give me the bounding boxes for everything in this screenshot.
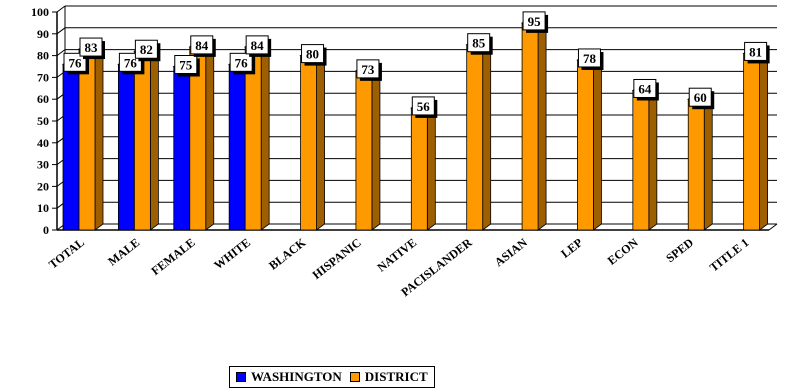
gridline-depth <box>56 27 66 35</box>
data-label: 73 <box>361 62 375 77</box>
bar-side <box>759 46 769 231</box>
data-label-box <box>190 35 214 55</box>
data-label: 78 <box>583 51 597 66</box>
data-label-box <box>134 39 158 59</box>
bar <box>410 107 428 231</box>
bar <box>632 90 650 231</box>
y-tick-label: 20 <box>37 179 49 193</box>
bar <box>62 63 80 231</box>
category-label: SPED <box>663 235 696 265</box>
category-label: FEMALE <box>149 235 198 278</box>
gridline-depth <box>56 5 66 13</box>
legend-item-washington: WASHINGTON <box>236 369 342 385</box>
data-label: 84 <box>251 38 265 53</box>
legend-swatch-district <box>349 372 360 382</box>
category-label: ECON <box>605 235 641 268</box>
data-label-box <box>522 11 546 31</box>
category-label: ASIAN <box>492 235 530 269</box>
data-label-box <box>174 55 198 74</box>
bar <box>133 50 151 231</box>
bar-side <box>371 64 381 231</box>
bar-side <box>316 48 325 231</box>
data-label: 56 <box>417 99 431 114</box>
category-label: BLACK <box>266 235 309 273</box>
bar <box>521 22 539 231</box>
category-label: WHITE <box>211 235 253 272</box>
data-label: 83 <box>85 40 99 55</box>
category-label: MALE <box>105 235 142 268</box>
data-label-box <box>577 48 601 68</box>
bar-side <box>482 37 492 231</box>
x-axis-depth <box>768 223 778 231</box>
bar-side <box>703 92 713 231</box>
data-label-box <box>229 52 253 72</box>
gridline-depth <box>56 49 66 56</box>
y-tick-label: 100 <box>31 5 49 19</box>
y-tick-label: 50 <box>37 114 49 128</box>
data-label: 84 <box>195 38 209 53</box>
bar-side <box>426 101 436 231</box>
legend-label-washington: WASHINGTON <box>251 369 342 384</box>
data-label: 95 <box>528 14 542 29</box>
bar-side <box>593 53 602 231</box>
legend-item-district: DISTRICT <box>349 369 428 385</box>
data-label-box <box>633 78 657 98</box>
data-label-box <box>245 35 269 55</box>
category-label: TOTAL <box>46 235 87 271</box>
data-label: 82 <box>140 42 153 57</box>
data-label: 80 <box>306 47 319 62</box>
data-label: 75 <box>179 58 193 73</box>
bar <box>244 46 262 231</box>
data-label-box <box>356 59 380 79</box>
y-tick-label: 80 <box>37 49 49 63</box>
data-label-box <box>79 37 103 57</box>
y-tick-label: 10 <box>37 201 49 215</box>
legend-label-district: DISTRICT <box>364 369 428 384</box>
legend: WASHINGTON DISTRICT <box>229 366 435 388</box>
bar <box>577 59 594 231</box>
bar <box>743 53 761 231</box>
data-label: 76 <box>124 55 138 70</box>
legend-swatch-washington <box>236 372 246 382</box>
data-label: 76 <box>69 55 83 70</box>
bar <box>78 48 96 231</box>
y-tick-label: 0 <box>43 223 49 237</box>
data-label-box <box>688 87 712 107</box>
bar <box>173 66 191 231</box>
data-label-box <box>63 52 87 72</box>
bar <box>687 98 705 231</box>
bar-side <box>205 40 215 231</box>
y-tick-label: 60 <box>37 92 49 106</box>
data-label: 76 <box>235 55 249 70</box>
y-tick-label: 30 <box>37 158 49 172</box>
bar-side <box>648 83 658 231</box>
bar-side <box>94 42 104 231</box>
bar-side <box>260 40 270 231</box>
bar-side <box>537 16 547 231</box>
data-label: 81 <box>749 44 762 59</box>
bar <box>228 63 246 231</box>
data-label-box <box>467 33 491 53</box>
data-label-box <box>411 96 435 116</box>
bar <box>117 63 135 231</box>
bar-side <box>149 44 159 231</box>
data-label-box <box>301 44 325 64</box>
category-label: NATIVE <box>374 235 419 274</box>
category-label: LEP <box>558 235 585 260</box>
data-label: 64 <box>638 81 652 96</box>
category-label: TITLE 1 <box>707 235 752 274</box>
category-label: HISPANIC <box>310 235 364 282</box>
data-label: 85 <box>472 36 486 51</box>
data-label-box <box>744 41 768 61</box>
y-tick-label: 70 <box>37 70 49 84</box>
y-tick-label: 40 <box>37 136 49 150</box>
bar <box>466 44 484 231</box>
data-label: 60 <box>694 90 707 105</box>
y-tick-label: 90 <box>37 27 49 41</box>
bar <box>300 55 317 231</box>
bar <box>355 70 373 231</box>
